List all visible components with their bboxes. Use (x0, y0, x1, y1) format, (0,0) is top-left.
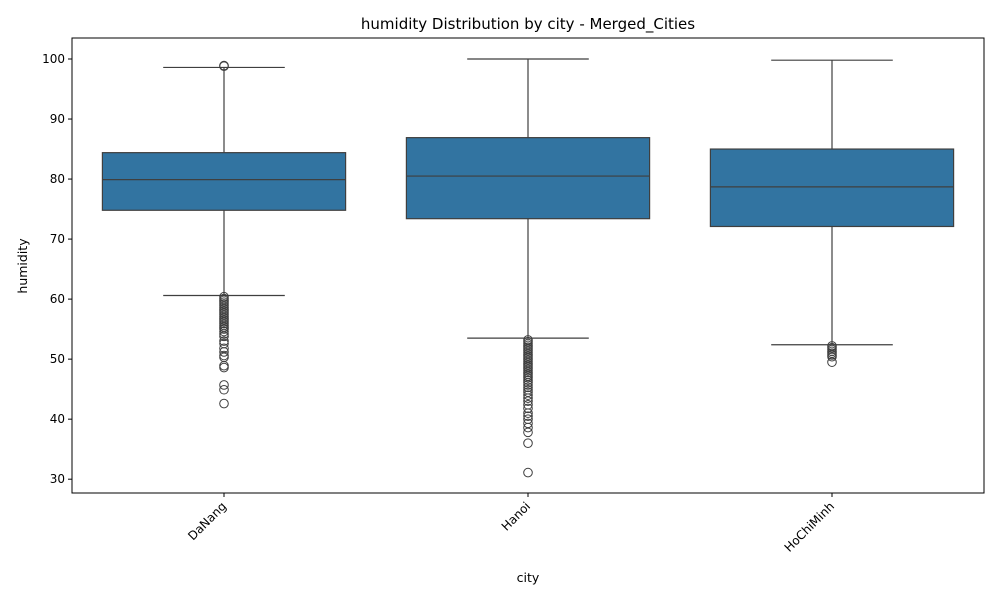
outlier-point (523, 372, 533, 383)
y-axis: 30 40 50 60 70 80 90 100 (42, 52, 72, 486)
outlier-point (827, 357, 837, 367)
chart-title: humidity Distribution by city - Merged_C… (361, 15, 695, 34)
box-group-hochiminh (709, 59, 955, 367)
x-axis: DaNang Hanoi HoChiMinh (185, 493, 837, 555)
outlier-point (219, 398, 229, 409)
y-tick-label: 30 (50, 472, 65, 486)
outlier-point (219, 380, 229, 390)
outlier-point (219, 360, 229, 371)
y-tick-label: 60 (50, 292, 65, 306)
outlier-point (219, 61, 229, 72)
y-tick-label: 70 (50, 232, 65, 246)
outlier-point (523, 380, 533, 390)
outlier-point (523, 427, 533, 438)
y-tick-label: 100 (42, 52, 65, 66)
outlier-point (523, 438, 533, 448)
box-group-danang (101, 60, 347, 409)
x-tick-label: Hanoi (499, 499, 533, 533)
boxes-layer (101, 58, 955, 478)
outlier-point (219, 347, 229, 357)
outlier-point (219, 331, 229, 342)
outlier-point (523, 375, 533, 385)
outlier-point (219, 324, 229, 334)
y-tick-label: 50 (50, 352, 65, 366)
y-tick-label: 40 (50, 412, 65, 426)
x-axis-label: city (517, 570, 540, 585)
outlier-point (827, 351, 837, 362)
outlier-point (219, 329, 229, 339)
outlier-point (219, 362, 229, 373)
iqr-box (709, 148, 955, 228)
x-tick-label: HoChiMinh (782, 499, 838, 555)
y-tick-label: 90 (50, 112, 65, 126)
outlier-point (219, 326, 229, 337)
outlier-point (523, 422, 533, 433)
outlier-point (219, 384, 229, 395)
y-axis-label: humidity (15, 238, 30, 294)
outlier-point (523, 411, 533, 421)
outlier-point (219, 352, 229, 363)
outlier-point (523, 403, 533, 414)
outlier-point (523, 382, 533, 393)
box-group-hanoi (405, 58, 651, 478)
iqr-box (101, 152, 347, 211)
outlier-point (523, 377, 533, 388)
outlier-point (523, 408, 533, 418)
outlier-point (523, 467, 533, 478)
outlier-point (523, 396, 533, 406)
outlier-point (523, 393, 533, 403)
y-tick-label: 80 (50, 172, 65, 186)
iqr-box (405, 137, 651, 220)
outlier-point (219, 336, 229, 346)
outlier-point (523, 390, 533, 400)
x-tick-label: DaNang (185, 499, 229, 543)
